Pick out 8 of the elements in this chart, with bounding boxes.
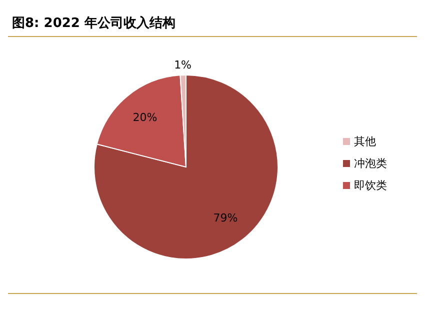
legend-label: 即饮类: [354, 179, 387, 192]
data-label: 1%: [174, 58, 192, 72]
legend-label: 其他: [354, 135, 376, 148]
data-label: 20%: [132, 110, 158, 124]
legend-label: 冲泡类: [354, 157, 387, 170]
data-label: 79%: [213, 211, 238, 224]
chart-title: 图8: 2022 年公司收入结构: [11, 14, 176, 33]
pie-slice: [94, 74, 278, 260]
